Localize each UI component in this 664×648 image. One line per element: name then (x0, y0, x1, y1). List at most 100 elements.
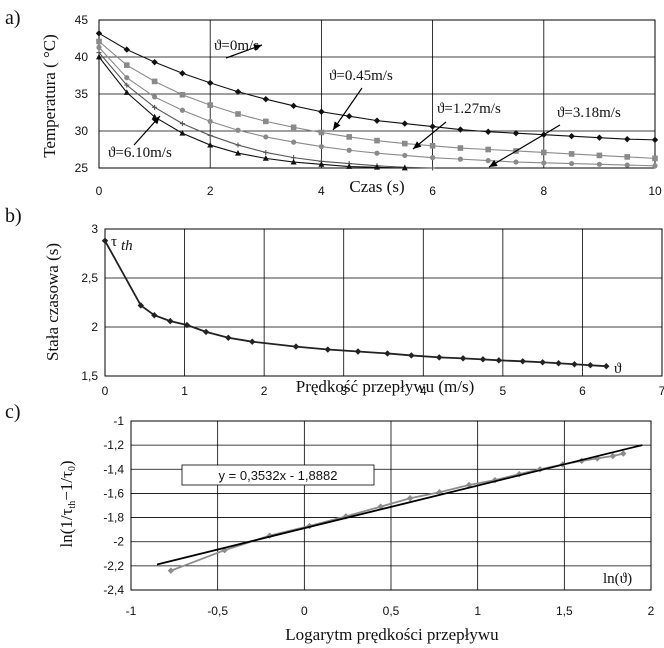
panel-a-label-arrow-head (413, 141, 422, 149)
panel-b-x-tick-label: 2 (261, 384, 268, 398)
panel-a-data-point (235, 142, 241, 148)
panel-a-series-label: ϑ=6.10m/s (108, 145, 172, 161)
panel-b-x-tick-label: 1 (181, 384, 188, 398)
panel-c-equation: y = 0,3532x - 1,8882 (219, 468, 338, 483)
panel-a-data-point (429, 123, 436, 130)
panel-b-data-point (603, 363, 610, 370)
panel-a-data-point (235, 150, 241, 156)
panel-a-data-point (152, 94, 158, 100)
panel-a-y-axis-title: Temperatura ( °C) (40, 34, 59, 158)
panel-a-series-4 (96, 53, 408, 171)
panel-b-data-point (459, 355, 467, 362)
panel-a-data-point (513, 159, 519, 165)
panel-c-x-tick-label: 2 (648, 604, 655, 618)
panel-a-data-point (179, 107, 185, 113)
panel-a-data-point (152, 104, 158, 110)
panel-b-grid (105, 229, 662, 376)
panel-c-y-tick-label: -2,2 (103, 559, 124, 573)
panel-a-x-tick-label: 4 (318, 184, 325, 198)
panel-c-x-tick-label: -0,5 (207, 604, 228, 618)
panel-a-data-point (151, 58, 158, 66)
panel-a-y-tick-label: 35 (75, 87, 89, 101)
panel-c-data-point (516, 470, 523, 478)
panel-a-data-point (569, 160, 575, 167)
panel-c-y-axis-title-part: th (67, 501, 78, 509)
panel-a-data-point (624, 154, 630, 160)
panel-c-data-point (406, 495, 414, 502)
panel-c-data-point (342, 513, 350, 520)
panel-a-x-tick-label: 0 (96, 184, 103, 198)
panel-a-data-point (402, 140, 408, 147)
panel-b-tau-annotation: τ (111, 234, 117, 250)
panel-c-y-axis-title-part: ln(1/τ (57, 508, 76, 547)
panel-b-y-tick-label: 1,5 (81, 369, 98, 383)
panel-a-data-point (652, 163, 658, 169)
panel-b-x-tick-label: 5 (500, 384, 507, 398)
panel-b-x-tick-label: 3 (340, 384, 347, 398)
panel-a-data-point (95, 30, 103, 37)
panel-c-y-tick-label: -1 (113, 414, 124, 428)
panel-a-x-tick-label: 10 (648, 184, 662, 198)
panel-b-data-point (151, 312, 158, 319)
panel-c: c) -1 -0,5 0 0,5 1 1,5 2 -2,4 -2,2 -2 -1,8 -1,6 -1,4 -… (5, 401, 655, 644)
panel-a-data-point (596, 152, 603, 159)
panel-c-y-tick-label: -1,8 (103, 511, 124, 525)
panel-a-data-point (262, 155, 269, 161)
panel-a-data-point (346, 134, 352, 140)
panel-c-y-axis-title-part: −1/τ (57, 471, 76, 501)
panel-a-data-point (179, 121, 185, 127)
panel-a-data-point (624, 135, 631, 143)
panel-a-series-label: ϑ=0.45m/s (329, 68, 393, 84)
panel-a-data-point (596, 161, 603, 167)
panel-c-y-tick-label: -1,2 (103, 438, 124, 452)
panel-a-label-bg (555, 103, 651, 121)
panel-b-y-tick-label: 2,5 (81, 271, 98, 285)
panel-b-data-point (479, 356, 487, 363)
panel-a-x-tick-label: 2 (207, 184, 214, 198)
panel-a-data-point (374, 150, 380, 156)
panel-b-data-point (249, 338, 256, 345)
panel-a-data-point (263, 149, 269, 155)
panel-a-data-point (318, 129, 325, 136)
panel-a-data-point (512, 130, 520, 137)
panel-a-data-point (346, 113, 353, 120)
panel-c-data-point (609, 452, 617, 460)
panel-c-y-axis-title: ln(1/τth−1/τ0) (57, 460, 78, 547)
panel-a-label-arrow-head (253, 44, 262, 52)
panel-b-y-axis-title: Stała czasowa (s) (43, 243, 62, 361)
panel-b-data-point (101, 237, 109, 244)
panel-a-label-arrow (488, 124, 561, 168)
panel-a-y-tick-label: 25 (75, 161, 89, 175)
panel-b-x-tick-label: 7 (659, 384, 664, 398)
panel-a-data-point (485, 128, 492, 135)
panel-c-data-point (167, 567, 175, 574)
panel-b-data-point (354, 348, 362, 355)
panel-a-data-point (318, 143, 324, 150)
panel-b-data-point (408, 352, 415, 359)
panel-c-y-tick-label: -2 (113, 535, 124, 549)
panel-a-data-point (346, 147, 352, 153)
panel-c-y-tick-label: -1,6 (103, 486, 124, 500)
panel-a-data-point (262, 95, 269, 103)
panel-a-label-arrow-head (152, 116, 160, 125)
panel-a-data-point (263, 134, 269, 140)
panel-a-series-1 (96, 38, 658, 162)
panel-a-data-point (123, 89, 130, 95)
panel-a-data-point (596, 134, 603, 141)
panel-c-data-point (620, 450, 627, 457)
panel-b-x-axis-title: Prędkość przepływu (m/s) (296, 377, 474, 396)
panel-b-data-point (202, 328, 210, 336)
panel-a-label: a) (5, 7, 21, 29)
panel-a-data-point (235, 111, 241, 117)
panel-a-data-point (179, 130, 186, 136)
panel-a-label-arrow-head (333, 121, 341, 130)
panel-a-data-point (541, 160, 547, 166)
panel-c-trendline (156, 444, 643, 566)
panel-a-data-point (374, 137, 380, 144)
panel-a-data-point (318, 108, 325, 115)
panel-a-series-label: ϑ=0m/s (214, 38, 259, 54)
panel-a-y-tick-label: 45 (75, 13, 89, 27)
panel-a-series-label: ϑ=1.27m/s (437, 101, 501, 117)
panel-a-data-point (401, 164, 408, 171)
